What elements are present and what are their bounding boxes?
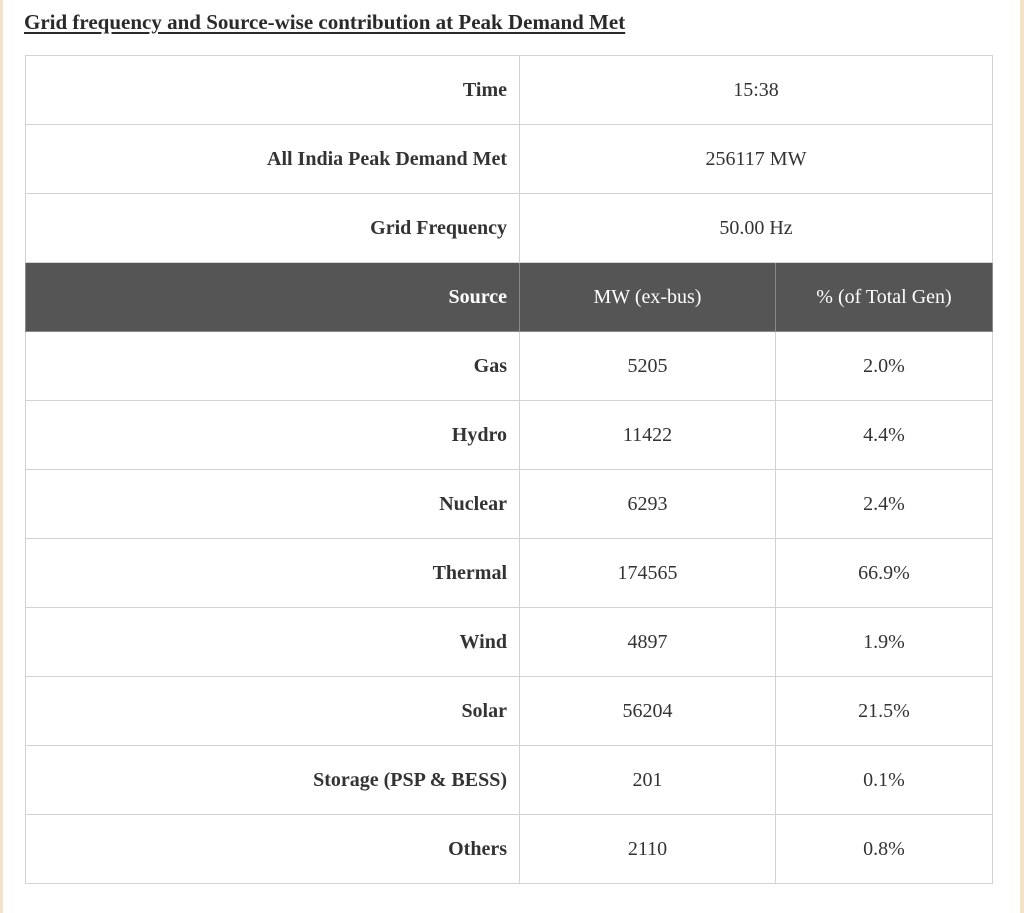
column-header-percent: % (of Total Gen) bbox=[775, 262, 993, 332]
percent-cell: 0.1% bbox=[775, 745, 993, 815]
summary-label: Grid Frequency bbox=[25, 193, 520, 263]
mw-cell: 5205 bbox=[519, 331, 776, 401]
percent-cell: 1.9% bbox=[775, 607, 993, 677]
mw-cell: 174565 bbox=[519, 538, 776, 608]
percent-cell: 66.9% bbox=[775, 538, 993, 608]
table-row: Wind 4897 1.9% bbox=[25, 607, 993, 677]
grid-summary-table: Time 15:38 All India Peak Demand Met 256… bbox=[25, 55, 993, 884]
table-row: Hydro 11422 4.4% bbox=[25, 400, 993, 470]
summary-label: Time bbox=[25, 55, 520, 125]
mw-cell: 201 bbox=[519, 745, 776, 815]
summary-row-peak-demand: All India Peak Demand Met 256117 MW bbox=[25, 124, 993, 194]
percent-cell: 2.4% bbox=[775, 469, 993, 539]
summary-value: 15:38 bbox=[519, 55, 993, 125]
summary-row-time: Time 15:38 bbox=[25, 55, 993, 125]
page-left-border bbox=[0, 0, 3, 913]
column-header-source: Source bbox=[25, 262, 520, 332]
mw-cell: 2110 bbox=[519, 814, 776, 884]
source-cell: Nuclear bbox=[25, 469, 520, 539]
source-cell: Wind bbox=[25, 607, 520, 677]
table-row: Gas 5205 2.0% bbox=[25, 331, 993, 401]
source-cell: Storage (PSP & BESS) bbox=[25, 745, 520, 815]
column-header-mw: MW (ex-bus) bbox=[519, 262, 776, 332]
table-row: Thermal 174565 66.9% bbox=[25, 538, 993, 608]
mw-cell: 6293 bbox=[519, 469, 776, 539]
page-title: Grid frequency and Source-wise contribut… bbox=[24, 10, 626, 34]
summary-label: All India Peak Demand Met bbox=[25, 124, 520, 194]
table-row: Nuclear 6293 2.4% bbox=[25, 469, 993, 539]
table-row: Solar 56204 21.5% bbox=[25, 676, 993, 746]
percent-cell: 0.8% bbox=[775, 814, 993, 884]
table-header-row: Source MW (ex-bus) % (of Total Gen) bbox=[25, 262, 993, 332]
source-cell: Others bbox=[25, 814, 520, 884]
summary-value: 256117 MW bbox=[519, 124, 993, 194]
mw-cell: 4897 bbox=[519, 607, 776, 677]
percent-cell: 4.4% bbox=[775, 400, 993, 470]
summary-value: 50.00 Hz bbox=[519, 193, 993, 263]
mw-cell: 56204 bbox=[519, 676, 776, 746]
summary-row-grid-frequency: Grid Frequency 50.00 Hz bbox=[25, 193, 993, 263]
source-cell: Hydro bbox=[25, 400, 520, 470]
percent-cell: 21.5% bbox=[775, 676, 993, 746]
page-right-border bbox=[1020, 0, 1024, 913]
source-cell: Thermal bbox=[25, 538, 520, 608]
source-cell: Solar bbox=[25, 676, 520, 746]
table-row: Storage (PSP & BESS) 201 0.1% bbox=[25, 745, 993, 815]
percent-cell: 2.0% bbox=[775, 331, 993, 401]
table-row: Others 2110 0.8% bbox=[25, 814, 993, 884]
mw-cell: 11422 bbox=[519, 400, 776, 470]
source-cell: Gas bbox=[25, 331, 520, 401]
